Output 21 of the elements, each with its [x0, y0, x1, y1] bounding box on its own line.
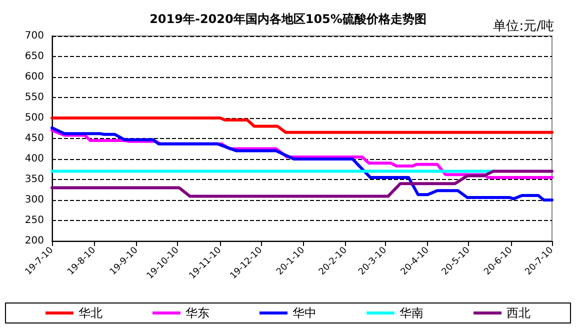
y-tick-label: 250	[24, 215, 44, 226]
y-tick-label: 400	[24, 154, 44, 164]
legend-label: 华东	[186, 306, 210, 320]
y-tick-label: 600	[24, 72, 44, 82]
legend-label: 西北	[506, 306, 530, 320]
y-tick-label: 700	[24, 30, 44, 42]
legend-label: 华中	[292, 306, 316, 320]
y-tick-label: 200	[24, 236, 44, 246]
chart-title: 2019年-2020年国内各地区105%硫酸价格走势图	[150, 12, 426, 26]
y-tick-label: 550	[24, 92, 44, 103]
line-series	[50, 126, 554, 202]
line-series	[50, 170, 554, 198]
y-tick-label: 450	[24, 133, 44, 144]
y-tick-label: 300	[24, 194, 44, 206]
y-tick-label: 500	[24, 112, 44, 124]
y-tick-label: 650	[24, 51, 44, 62]
legend-label: 华南	[400, 306, 424, 320]
y-tick-label: 350	[24, 174, 44, 185]
text: 单位:元/吨	[493, 19, 554, 34]
legend-label: 华北	[78, 306, 102, 320]
line-series	[50, 116, 554, 134]
